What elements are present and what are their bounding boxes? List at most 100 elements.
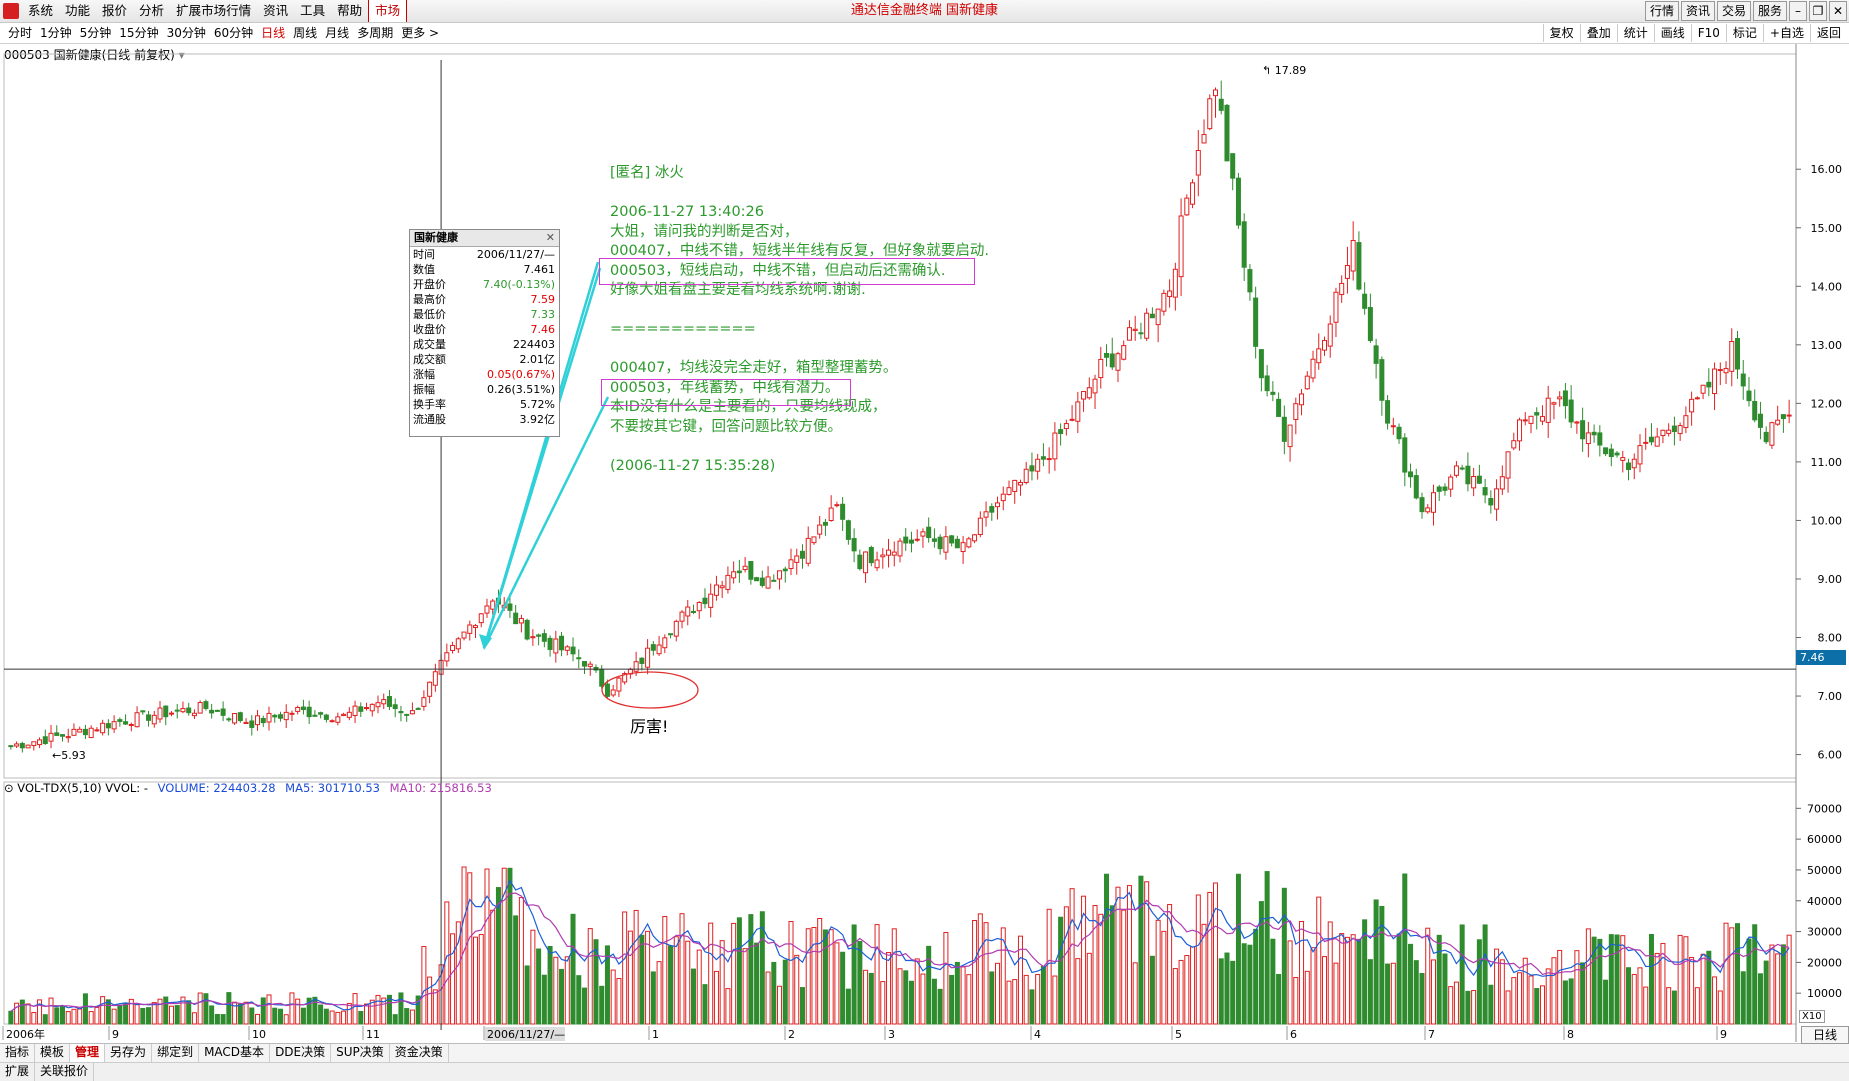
volume-bar <box>1035 974 1041 1025</box>
period-tab-5[interactable]: 60分钟 <box>213 26 254 40</box>
tool-button-6[interactable]: +自选 <box>1762 24 1810 42</box>
quote-button[interactable]: 行情 <box>1644 1 1679 21</box>
indicator-tab-5[interactable]: MACD基本 <box>199 1044 271 1062</box>
candle-body <box>1608 448 1614 458</box>
volume-bar <box>151 1002 157 1025</box>
indicator-tab-2[interactable]: 管理 <box>70 1044 106 1062</box>
volume-bar <box>777 985 783 1025</box>
volume-bar <box>1258 901 1264 1025</box>
tool-button-3[interactable]: 画线 <box>1653 24 1691 42</box>
candle-body <box>1683 415 1689 429</box>
indicator-tab-6[interactable]: DDE决策 <box>270 1044 332 1062</box>
service-button[interactable]: 服务 <box>1752 1 1787 21</box>
volume-tick-label: 50000 <box>1807 864 1842 877</box>
trade-button[interactable]: 交易 <box>1716 1 1751 21</box>
volume-bar <box>518 897 524 1025</box>
period-tab-6[interactable]: 日线 <box>261 26 286 40</box>
menu-item-quote[interactable]: 报价 <box>102 3 128 18</box>
candle-body <box>507 603 513 611</box>
volume-bar <box>639 934 645 1025</box>
menu-item-analysis[interactable]: 分析 <box>139 3 165 18</box>
indicator-tab-4[interactable]: 绑定到 <box>152 1044 200 1062</box>
bottom-tab-0[interactable]: 扩展 <box>0 1063 36 1081</box>
menu-item-tools[interactable]: 工具 <box>300 3 326 18</box>
close-icon[interactable]: ✕ <box>545 231 555 244</box>
period-tab-7[interactable]: 周线 <box>293 26 318 40</box>
candle-body <box>1367 307 1373 342</box>
tool-button-4[interactable]: F10 <box>1690 24 1726 42</box>
info-label: 成交额 <box>413 353 446 366</box>
indicator-tab-3[interactable]: 另存为 <box>105 1044 153 1062</box>
chevron-down-icon[interactable]: ▾ <box>178 48 185 62</box>
menu-item-function[interactable]: 功能 <box>65 3 91 18</box>
period-tab-2[interactable]: 5分钟 <box>79 26 112 40</box>
period-tab-10[interactable]: 更多 > <box>401 26 440 40</box>
tool-button-7[interactable]: 返回 <box>1809 24 1847 42</box>
tool-button-0[interactable]: 复权 <box>1542 24 1580 42</box>
note-label: 厉害! <box>630 717 669 736</box>
stock-info-box[interactable]: 国新健康 ✕ 时间 2006/11/27/— 数值 7.461 开盘价 7.40(-0.1… <box>409 229 560 437</box>
menu-item-help[interactable]: 帮助 <box>337 3 363 18</box>
candle-body <box>404 713 410 716</box>
tool-button-1[interactable]: 叠加 <box>1579 24 1617 42</box>
comment-annotation: [匿名] 冰火 2006-11-27 13:40:26 大姐，请问我的判断是否对，… <box>610 164 989 476</box>
volume-ma10-line <box>10 892 1790 1012</box>
volume-bar <box>1362 919 1368 1025</box>
volume-bar <box>851 924 857 1025</box>
candle-body <box>587 663 593 667</box>
candle-body <box>1786 414 1792 417</box>
volume-bar <box>874 924 880 1025</box>
candle-body <box>289 712 295 715</box>
stock-chart[interactable]: 6.00 7.00 8.00 9.00 10.00 11.00 12.00 13.00 14.0… <box>0 0 1849 1043</box>
tool-button-5[interactable]: 标记 <box>1725 24 1763 42</box>
candle-body <box>673 620 679 637</box>
menu-item-info[interactable]: 资讯 <box>263 3 289 18</box>
candle-body <box>1522 419 1528 422</box>
x-axis-label: 9 <box>112 1028 119 1041</box>
period-tab-9[interactable]: 多周期 <box>357 26 394 40</box>
minimize-icon[interactable]: – <box>1789 1 1807 21</box>
candle-body <box>1247 269 1253 293</box>
candle-body <box>1488 498 1494 506</box>
period-tab-0[interactable]: 分时 <box>8 26 33 40</box>
volume-bar <box>260 997 266 1025</box>
period-tab-8[interactable]: 月线 <box>325 26 350 40</box>
period-switch-button[interactable]: 日线 <box>1801 1026 1849 1044</box>
close-icon[interactable]: ✕ <box>1829 1 1847 21</box>
info-value: 7.59 <box>530 293 556 306</box>
volume-bar <box>386 994 392 1025</box>
indicator-tab-7[interactable]: SUP决策 <box>331 1044 390 1062</box>
market-tab[interactable]: 市场 <box>368 0 408 22</box>
indicator-tab-0[interactable]: 指标 <box>0 1044 36 1062</box>
period-tab-1[interactable]: 1分钟 <box>40 26 72 40</box>
collapse-icon[interactable]: ⊙ <box>4 781 14 795</box>
volume-bar <box>1430 959 1436 1025</box>
tool-button-2[interactable]: 统计 <box>1616 24 1654 42</box>
menu-item-ext-market[interactable]: 扩展市场行情 <box>176 3 252 18</box>
period-tab-4[interactable]: 30分钟 <box>166 26 206 40</box>
candle-body <box>937 536 943 550</box>
news-button[interactable]: 资讯 <box>1680 1 1715 21</box>
volume-bar <box>1465 990 1471 1025</box>
volume-bar <box>799 987 805 1025</box>
candle-body <box>1012 479 1018 492</box>
candle-body <box>908 539 914 544</box>
bottom-tab-1[interactable]: 关联报价 <box>35 1063 95 1081</box>
period-tab-3[interactable]: 15分钟 <box>119 26 159 40</box>
indicator-tab-8[interactable]: 资金决策 <box>390 1044 449 1062</box>
menu-item-system[interactable]: 系统 <box>28 3 54 18</box>
candle-body <box>1178 215 1184 278</box>
max-price-label: ↰ 17.89 <box>1262 64 1306 77</box>
volume-bar <box>886 952 892 1025</box>
restore-icon[interactable]: ❐ <box>1809 1 1827 21</box>
volume-bar <box>1052 975 1058 1025</box>
volume-bar <box>610 969 616 1025</box>
volume-bar <box>1734 923 1741 1025</box>
volume-bar <box>1666 987 1672 1025</box>
candle-body <box>690 610 696 614</box>
volume-bar <box>123 1003 129 1025</box>
indicator-tab-1[interactable]: 模板 <box>35 1044 71 1062</box>
candle-body <box>1287 424 1293 448</box>
candle-body <box>1092 378 1098 394</box>
volume-bar <box>748 914 754 1025</box>
